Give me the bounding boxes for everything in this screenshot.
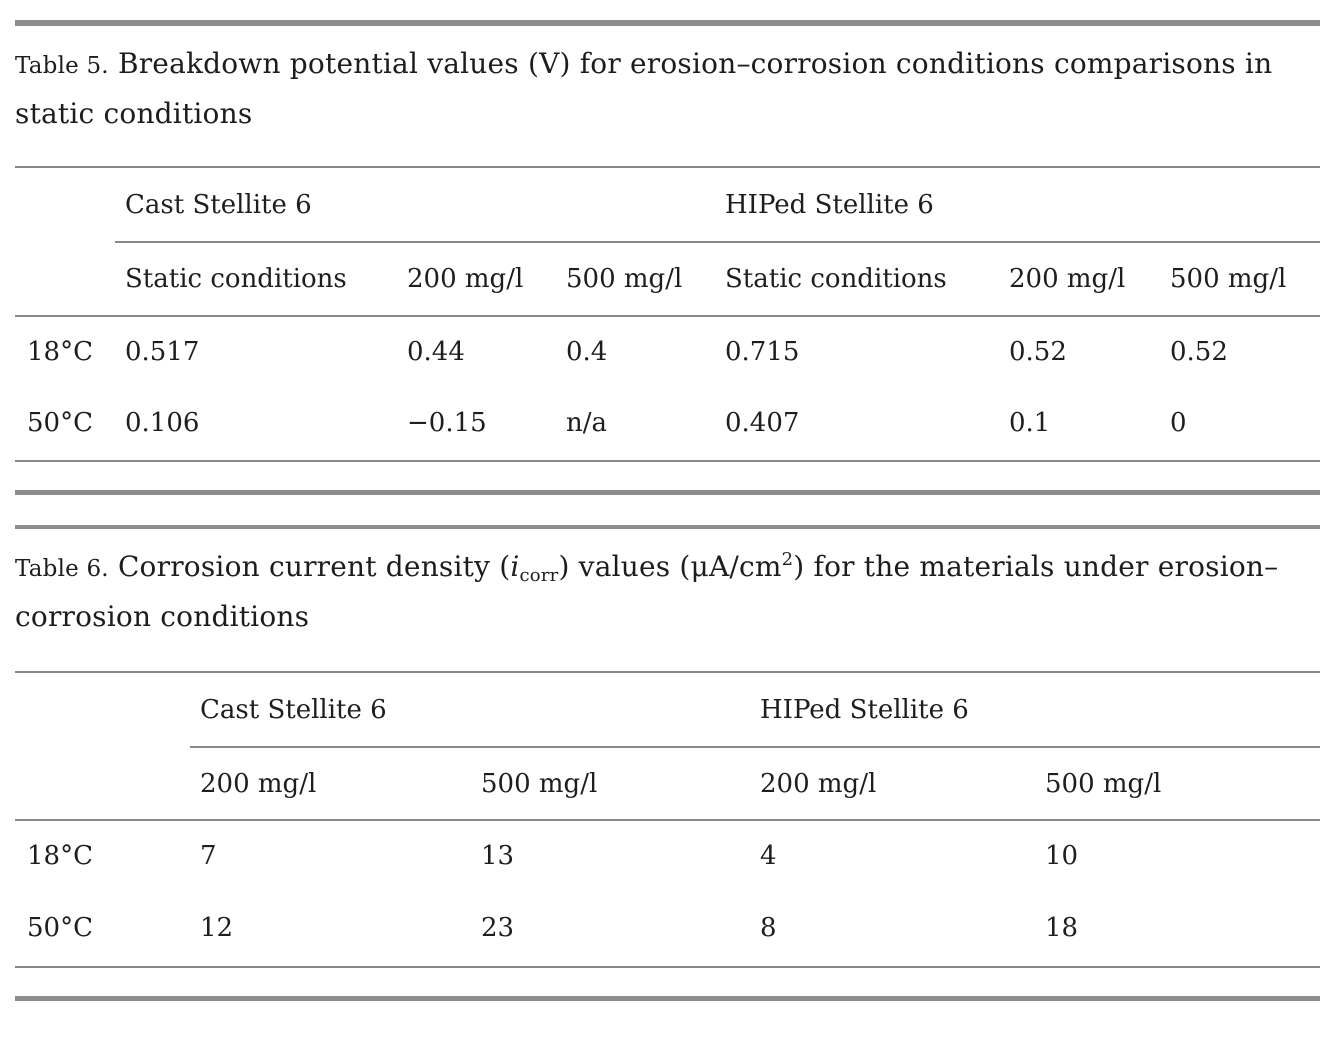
table6: Cast Stellite 6 HIPed Stellite 6 200 mg/… [15,671,1320,968]
row-label: 18°C [27,336,93,367]
icorr-variable: i [510,550,520,583]
table6-caption-text-mid: ) values (μA/cm [558,550,782,583]
table5-column-header: 200 mg/l [397,242,556,317]
table-cell: 12 [200,913,234,943]
table-cell: 13 [481,840,515,871]
table6-column-header: 500 mg/l [1035,747,1320,821]
table-cell: 0.517 [125,336,200,367]
icorr-subscript: corr [519,565,559,586]
row-label: 50°C [27,408,93,438]
table6-caption-label: Table 6. [15,556,109,582]
table5-column-header: Static conditions [115,242,397,317]
table6-column-header: 200 mg/l [750,747,1035,821]
table-cell: 0.407 [725,408,800,438]
table5-row-18c: 18°C 0.517 0.44 0.4 0.715 0.52 0.52 [15,316,1320,386]
table-cell: 0 [1170,408,1187,438]
cm-squared-superscript: 2 [781,549,794,570]
table5-caption-text: Breakdown potential values (V) for erosi… [15,47,1273,130]
table-cell: 0.4 [566,336,608,367]
table6-row-50c: 50°C 12 23 8 18 [15,890,1320,967]
table-cell: 7 [200,840,217,871]
table-cell: 10 [1045,840,1079,871]
table5-caption-label: Table 5. [15,53,109,79]
table5-row-50c: 50°C 0.106 −0.15 n/a 0.407 0.1 0 [15,386,1320,461]
table-cell: 0.52 [1170,336,1228,367]
page-top-rule [15,20,1320,26]
table5-column-header: Static conditions [715,242,999,317]
table-cell: 0.44 [407,336,465,367]
table6-group-header-cast: Cast Stellite 6 [190,672,750,748]
table6-empty-corner [15,747,190,821]
page: Table 5. Breakdown potential values (V) … [0,20,1336,1034]
table-cell: n/a [566,408,608,438]
table6-caption-text-post: ) for the materials under erosion–corros… [15,550,1279,633]
table5-empty-corner [15,167,115,242]
table-cell: 0.715 [725,336,800,367]
table5: Cast Stellite 6 HIPed Stellite 6 Static … [15,166,1320,462]
table5-column-header-row: Static conditions 200 mg/l 500 mg/l Stat… [15,242,1320,317]
table6-caption: Table 6. Corrosion current density (icor… [15,543,1320,640]
table6-column-header: 200 mg/l [190,747,471,821]
table6-empty-corner [15,672,190,747]
table6-column-header-row: 200 mg/l 500 mg/l 200 mg/l 500 mg/l [15,747,1320,821]
table-cell: 18 [1045,913,1079,943]
table6-caption-text-pre: Corrosion current density ( [117,550,511,583]
table-cell: −0.15 [407,408,487,438]
page-bottom-rule [15,996,1320,1001]
table5-caption: Table 5. Breakdown potential values (V) … [15,40,1320,137]
table5-column-header: 500 mg/l [556,242,715,317]
table-cell: 23 [481,913,515,943]
table6-row-18c: 18°C 7 13 4 10 [15,820,1320,890]
table-cell: 0.52 [1009,336,1067,367]
table-cell: 0.1 [1009,408,1051,438]
row-label: 50°C [27,913,93,943]
table6-group-header-row: Cast Stellite 6 HIPed Stellite 6 [15,672,1320,748]
table6-group-header-hiped: HIPed Stellite 6 [750,672,1320,748]
table5-group-header-cast: Cast Stellite 6 [115,167,715,243]
row-label: 18°C [27,840,93,871]
table6-section-top-rule [15,525,1320,529]
table5-empty-corner [15,242,115,317]
table5-column-header: 200 mg/l [999,242,1160,317]
table-cell: 8 [760,913,777,943]
table5-group-header-row: Cast Stellite 6 HIPed Stellite 6 [15,167,1320,243]
table5-end-rule [15,490,1320,495]
table6-column-header: 500 mg/l [471,747,750,821]
table-cell: 0.106 [125,408,200,438]
table5-column-header: 500 mg/l [1160,242,1320,317]
table5-group-header-hiped: HIPed Stellite 6 [715,167,1320,243]
table-cell: 4 [760,840,777,871]
